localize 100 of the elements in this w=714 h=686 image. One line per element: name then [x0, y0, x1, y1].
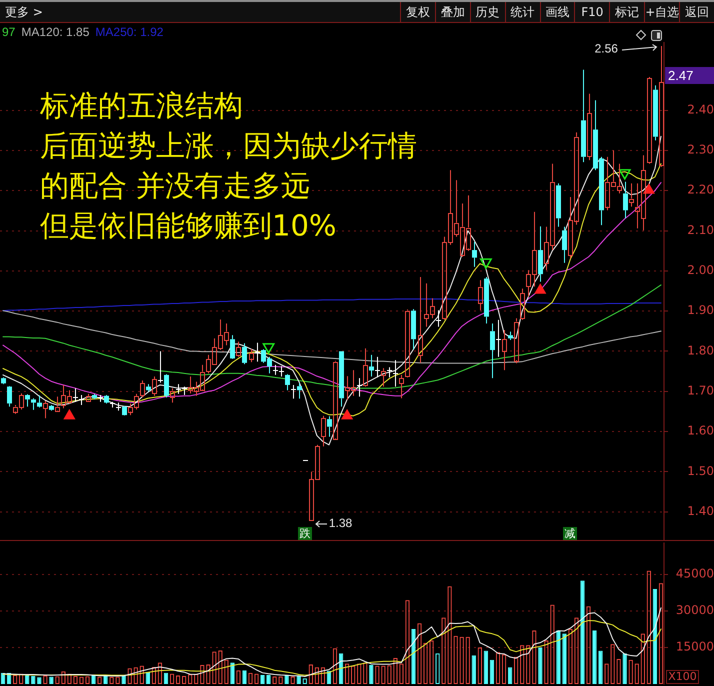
y-tick-label: 15000 — [676, 640, 714, 654]
candlestick — [152, 376, 157, 396]
toolbar-button: 画线 — [540, 2, 574, 22]
candlestick — [587, 93, 592, 161]
candlestick — [653, 84, 658, 141]
candlestick — [363, 348, 368, 388]
y-tick-label: 1.50 — [687, 464, 714, 478]
y-tick-label: 2.20 — [687, 182, 714, 197]
y-tick-label: 1.40 — [687, 504, 714, 518]
toolbar-button: 复权 — [400, 2, 435, 22]
candlestick — [78, 394, 84, 406]
toolbar-button: F10 — [574, 2, 610, 22]
bar — [538, 648, 542, 684]
candlestick — [623, 181, 628, 219]
candlestick — [629, 182, 634, 208]
text: 更多 > — [5, 4, 43, 21]
candlestick — [399, 374, 404, 399]
bar — [296, 675, 301, 684]
annotation: 的配合 并没有走多远 — [40, 168, 310, 203]
bar — [266, 675, 271, 684]
bar — [260, 675, 265, 684]
annotation: 标准的五浪结构 — [39, 88, 243, 123]
candlestick — [55, 396, 60, 412]
candlestick — [478, 280, 483, 311]
label-badge: 跌 — [298, 527, 312, 540]
candlestick — [556, 182, 561, 228]
point — [480, 258, 492, 269]
annotation: 但是依旧能够赚到10% — [40, 208, 336, 243]
candlestick — [104, 394, 109, 404]
annotation: 后面逆势上涨，因为缺少行情 — [40, 128, 417, 163]
toolbar-button: 叠加 — [434, 2, 470, 22]
bar — [472, 655, 476, 684]
candlestick — [72, 388, 78, 402]
candlestick — [321, 415, 326, 447]
bar — [122, 675, 126, 684]
y-tick-label: 45000 — [676, 566, 714, 581]
bar — [49, 676, 54, 684]
bar — [91, 675, 96, 684]
y-tick-label: 2.10 — [687, 222, 714, 237]
candlestick — [562, 226, 567, 264]
candlestick — [374, 356, 380, 378]
candlestick — [369, 354, 374, 378]
bar — [484, 650, 488, 684]
toolbar-button: 返回 — [679, 2, 714, 22]
candlestick — [356, 378, 362, 398]
candlestick — [297, 382, 302, 400]
candlestick — [272, 364, 278, 376]
price-tag: 2.47 — [665, 67, 714, 84]
bar — [592, 630, 597, 684]
annotation: 2.56 — [594, 41, 618, 56]
y-tick-label: 2.00 — [687, 263, 714, 278]
candlestick — [418, 276, 423, 364]
point — [534, 284, 546, 294]
candlestick — [472, 242, 477, 268]
candlestick — [176, 384, 182, 394]
y-tick-label: 1.70 — [687, 384, 714, 398]
y-tick-label: 2.40 — [687, 102, 714, 116]
bar — [284, 675, 289, 684]
bar — [622, 653, 627, 684]
candlestick — [43, 400, 48, 419]
candlestick — [327, 416, 332, 438]
candlestick — [278, 366, 284, 378]
candlestick — [538, 226, 543, 282]
toolbar-button: 历史 — [470, 2, 505, 22]
candlestick — [164, 374, 169, 398]
point — [618, 169, 631, 180]
candlestick — [146, 384, 151, 392]
bar — [369, 665, 374, 684]
candlestick — [230, 334, 235, 358]
label-badge: 减 — [563, 527, 577, 540]
toolbar-button: 统计 — [504, 2, 540, 22]
y-tick-label: 2.30 — [687, 142, 714, 157]
candlestick — [386, 366, 392, 378]
candlestick — [484, 276, 489, 324]
y-axis-title: X100 — [668, 670, 697, 683]
point — [341, 409, 353, 420]
candlestick — [290, 384, 296, 400]
candlestick — [158, 350, 164, 384]
y-tick-label: 30000 — [676, 603, 714, 618]
text: MA250: 1.92 — [95, 25, 164, 39]
candlestick — [496, 319, 502, 358]
candlestick — [49, 404, 54, 412]
candlestick — [411, 308, 416, 350]
candlestick — [508, 331, 513, 340]
text: 97 — [2, 25, 16, 39]
candlestick — [31, 398, 36, 410]
candlestick — [92, 393, 97, 400]
candlestick — [581, 69, 586, 163]
candlestick — [490, 323, 495, 379]
bar — [25, 675, 30, 684]
toolbar-button: +自选 — [644, 2, 680, 22]
y-tick-label: 1.90 — [687, 303, 714, 318]
text: MA120: 1.85 — [21, 25, 90, 39]
point — [64, 409, 76, 420]
candlestick — [242, 342, 247, 365]
bar — [598, 650, 603, 684]
y-tick-label: 1.80 — [687, 343, 714, 358]
candlestick — [25, 394, 30, 408]
candlestick — [285, 374, 290, 391]
candlestick — [502, 329, 507, 371]
